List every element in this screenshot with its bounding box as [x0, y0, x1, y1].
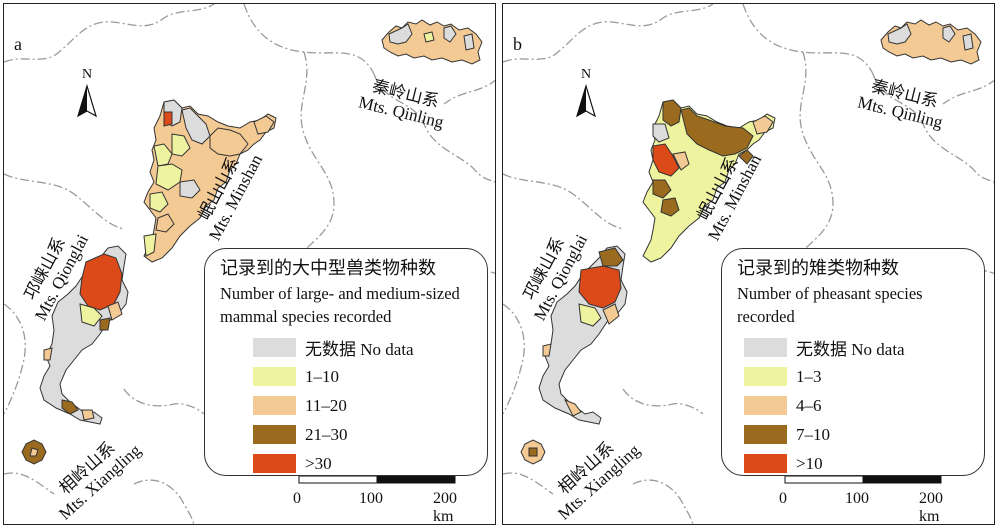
province-boundaries [503, 4, 994, 524]
legend-label: 1–3 [796, 366, 822, 386]
scale-tick-100: 100 [359, 490, 383, 507]
map-panel-a: a N 秦岭山系 Mts. Qinling 岷山山系 Mts. Minshan … [3, 3, 496, 525]
north-arrow-icon [576, 83, 596, 118]
legend-swatch [253, 454, 296, 473]
legend-swatch [744, 367, 787, 386]
legend-swatch [744, 454, 787, 473]
legend-swatch [253, 396, 296, 415]
legend-swatch [744, 338, 787, 357]
north-label: N [72, 68, 102, 82]
legend-label: 4–6 [796, 395, 822, 415]
legend-item: 无数据 No data [744, 333, 905, 362]
scale-tick-0: 0 [293, 490, 301, 507]
scale-tick-200: 200 km [433, 490, 457, 525]
legend-title: 记录到的雉类物种数 [737, 258, 899, 278]
province-boundaries [4, 4, 495, 524]
qinling-range [880, 19, 982, 65]
north-letter: N [580, 67, 592, 82]
legend-label: >30 [305, 453, 332, 473]
legend-swatch [253, 338, 296, 357]
xiangling-range [21, 439, 47, 465]
legend-item: 11–20 [253, 391, 414, 420]
legend-swatch [744, 396, 787, 415]
legend-swatch [253, 425, 296, 444]
legend-label: >10 [796, 453, 823, 473]
map-canvas [4, 4, 495, 524]
legend-label: 无数据 No data [796, 340, 905, 359]
panel-letter: a [14, 34, 22, 54]
map-canvas [503, 4, 994, 524]
scale-bar [784, 473, 942, 484]
north-letter: N [81, 67, 93, 82]
legend-label: 11–20 [305, 395, 347, 415]
qinling-range [381, 19, 483, 65]
legend-label: 1–10 [305, 366, 339, 386]
legend-item: 21–30 [253, 420, 414, 449]
legend-items: 无数据 No data 1–3 4–6 7–10 >10 [744, 333, 905, 478]
scale-labels: 0 100 200 km [779, 486, 951, 525]
qionglai-range [39, 245, 129, 425]
legend: 记录到的大中型兽类物种数 Number of large- and medium… [204, 248, 488, 476]
legend-subtitle: Number of pheasant species recorded [737, 284, 923, 326]
scale-tick-200: 200 km [919, 490, 943, 525]
map-panel-b: b N 秦岭山系 Mts. Qinling 岷山山系 Mts. Minshan … [502, 3, 995, 525]
qionglai-range [538, 245, 628, 425]
legend: 记录到的雉类物种数 Number of pheasant species rec… [721, 248, 985, 476]
panel-letter: b [513, 34, 522, 54]
legend-item: 1–3 [744, 362, 905, 391]
legend-title: 记录到的大中型兽类物种数 [220, 258, 436, 278]
scale-tick-100: 100 [845, 490, 869, 507]
minshan-range [642, 99, 776, 263]
legend-subtitle: Number of large- and medium-sized mammal… [220, 284, 460, 326]
north-label: N [571, 68, 601, 82]
legend-items: 无数据 No data 1–10 11–20 21–30 >30 [253, 333, 414, 478]
legend-label: 无数据 No data [305, 340, 414, 359]
legend-item: 4–6 [744, 391, 905, 420]
xiangling-range [520, 439, 546, 465]
legend-item: >10 [744, 449, 905, 478]
legend-swatch [744, 425, 787, 444]
legend-item: >30 [253, 449, 414, 478]
scale-tick-0: 0 [779, 490, 787, 507]
legend-swatch [253, 367, 296, 386]
legend-label: 21–30 [305, 424, 348, 444]
legend-item: 1–10 [253, 362, 414, 391]
scale-bar [298, 473, 456, 484]
legend-label: 7–10 [796, 424, 830, 444]
north-arrow-icon [77, 83, 97, 118]
legend-item: 无数据 No data [253, 333, 414, 362]
minshan-range [143, 99, 277, 263]
scale-labels: 0 100 200 km [293, 486, 465, 525]
legend-item: 7–10 [744, 420, 905, 449]
